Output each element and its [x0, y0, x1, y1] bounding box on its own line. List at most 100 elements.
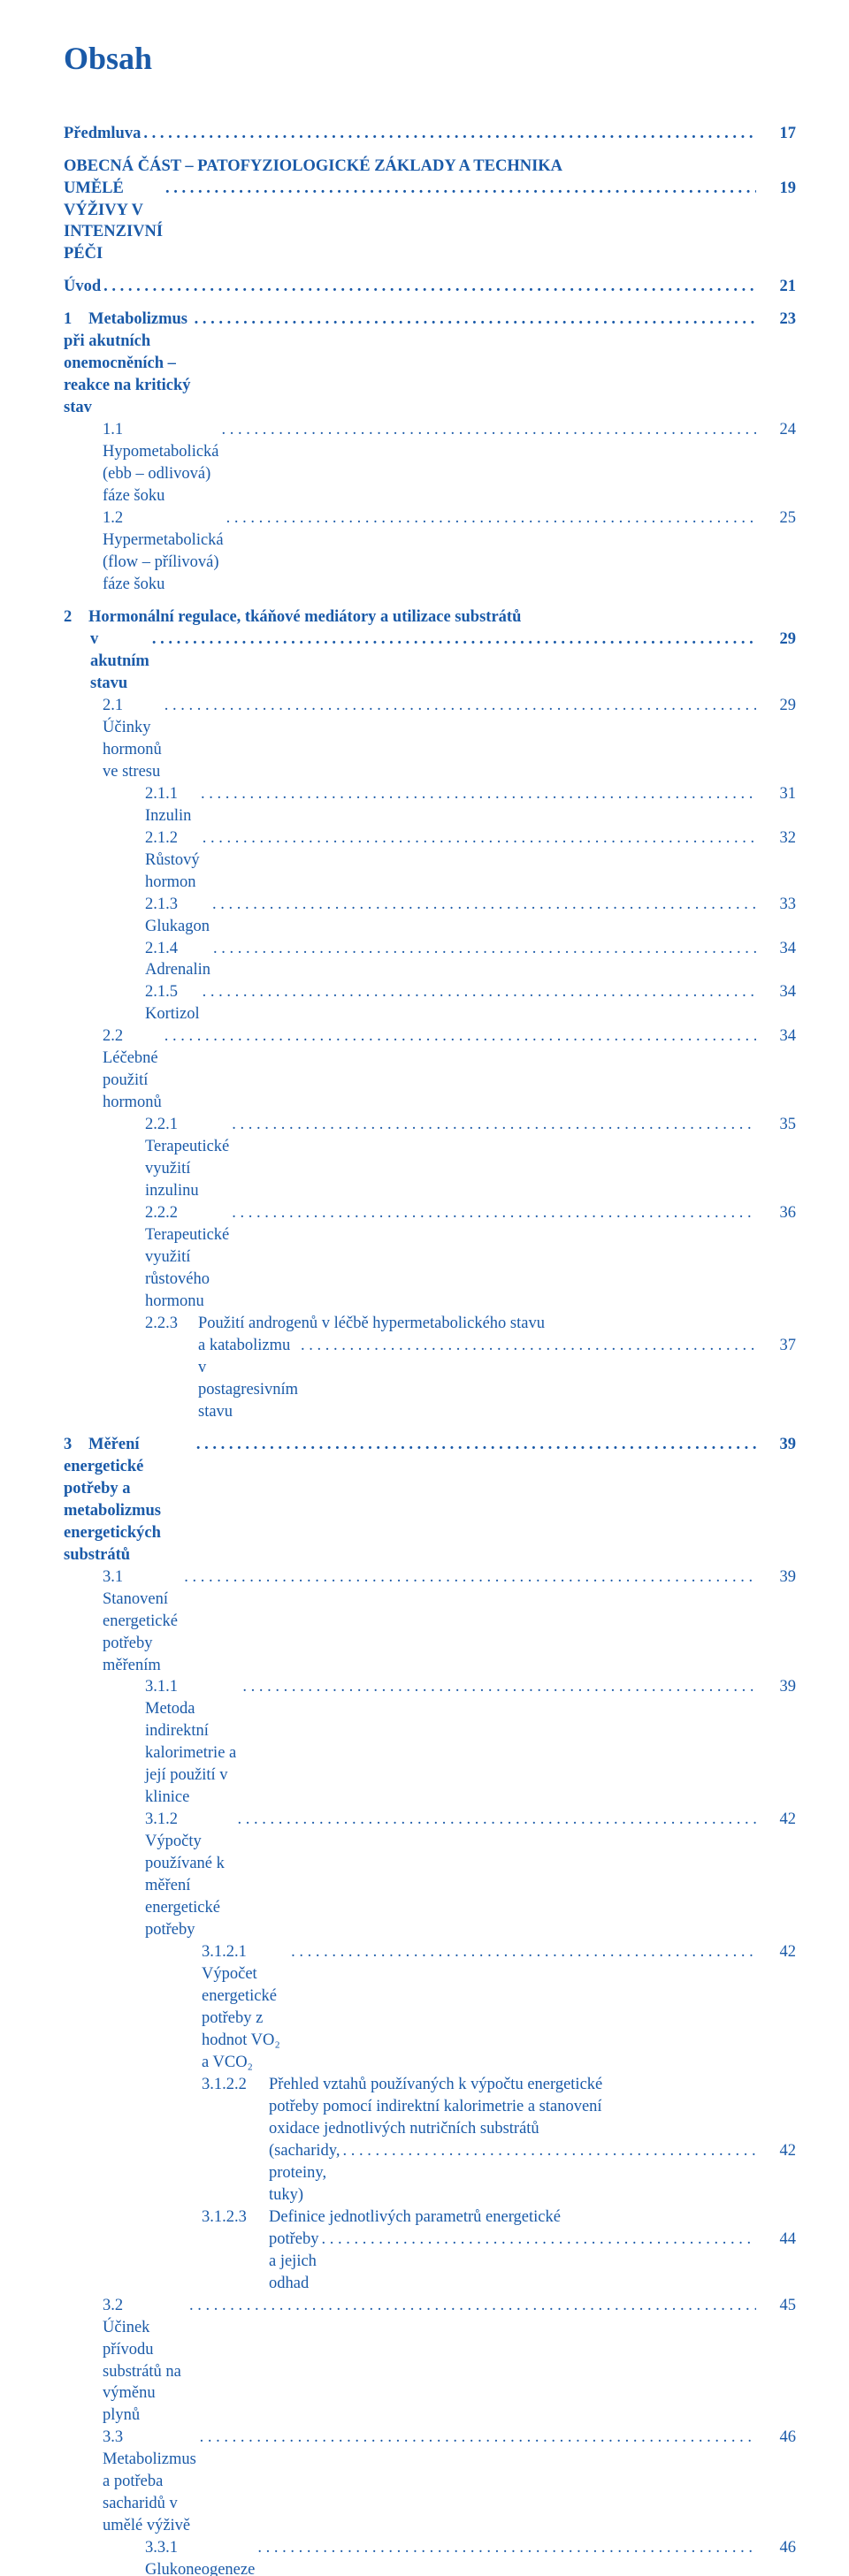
toc-page-number: 34: [759, 1025, 796, 1048]
toc-entry-label: a katabolizmu v postagresivním stavu: [198, 1335, 298, 1423]
toc-page-number: 34: [759, 938, 796, 960]
toc-entry: 2.1.5Kortizol34: [64, 981, 796, 1025]
toc-page: Obsah Předmluva17 OBECNÁ ČÁST – PATOFYZIO…: [0, 0, 849, 2576]
toc-entry-label: 3.1.2.3Definice jednotlivých parametrů e…: [202, 2206, 561, 2229]
toc-entry-label: potřeby pomocí indirektní kalorimetrie a…: [269, 2096, 602, 2118]
toc-page-number: 46: [759, 2537, 796, 2559]
toc-entry-number: 2.2: [103, 1025, 142, 1048]
toc-entry-label: Předmluva: [64, 123, 141, 145]
toc-entry-number: 3: [64, 1434, 88, 1456]
toc-page-number: 34: [759, 981, 796, 1003]
toc-leader: [242, 1676, 756, 1698]
toc-entry: 2.2Léčebné použití hormonů34: [64, 1025, 796, 1114]
toc-leader: [189, 2295, 756, 2317]
toc-page-number: 35: [759, 1114, 796, 1136]
toc-entry-label: (sacharidy, proteiny, tuky): [269, 2140, 340, 2206]
toc-entry-label: 2Hormonální regulace, tkáňové mediátory …: [64, 606, 521, 629]
toc-entry: 2.2.1Terapeutické využití inzulinu 35: [64, 1114, 796, 1202]
toc-entry: 3.3.1Glukoneogeneze 46: [64, 2537, 796, 2576]
toc-leader: [164, 1025, 756, 1048]
toc-leader: [152, 629, 756, 651]
toc-entry-text: potřeby a jejich odhad: [269, 2230, 319, 2292]
toc-entry: 1.2Hypermetabolická (flow – přílivová) f…: [64, 507, 796, 596]
toc-entry-label: 1.2Hypermetabolická (flow – přílivová) f…: [103, 507, 224, 596]
toc-entry-number: 1.2: [103, 507, 142, 530]
toc-entry-text: Adrenalin: [145, 961, 210, 979]
toc-entry-label: 2.2.3Použití androgenů v léčbě hypermeta…: [145, 1313, 545, 1335]
toc-entry-label: 3.1.2Výpočty používané k měření energeti…: [145, 1809, 234, 1941]
toc-page-number: 45: [759, 2295, 796, 2317]
toc-page-number: 19: [759, 178, 796, 200]
toc-leader: [203, 981, 756, 1003]
toc-entry-label: 3.3.1Glukoneogeneze: [145, 2537, 255, 2576]
toc-entry-number: 3.1.2.2: [202, 2074, 269, 2096]
toc-leader: [322, 2229, 756, 2251]
toc-page-number: 29: [759, 629, 796, 651]
toc-entry: 2.2.3Použití androgenů v léčbě hypermeta…: [64, 1313, 796, 1335]
toc-entry: 3.1.2Výpočty používané k měření energeti…: [64, 1809, 796, 1941]
toc-entry: 2.2.2Terapeutické využití růstového horm…: [64, 1202, 796, 1313]
toc-entry-number: 2.2.3: [145, 1313, 198, 1335]
toc-leader: [184, 1566, 756, 1589]
toc-entry-text: Použití androgenů v léčbě hypermetabolic…: [198, 1315, 545, 1332]
toc-page-number: 31: [759, 783, 796, 805]
toc-entry: UMĚLÉ VÝŽIVY V INTENZIVNÍ PÉČI19: [64, 178, 796, 266]
toc-page-number: 24: [759, 419, 796, 441]
toc-page-number: 33: [759, 894, 796, 916]
toc-page-number: 42: [759, 2140, 796, 2162]
toc-leader: [143, 123, 756, 145]
toc-entry-label: 2.1.4Adrenalin: [145, 938, 210, 982]
toc-entry-text: Přehled vztahů používaných k výpočtu ene…: [269, 2076, 602, 2093]
toc-entry-text: OBECNÁ ČÁST – PATOFYZIOLOGICKÉ ZÁKLADY A…: [64, 157, 562, 175]
toc-entry-number: 2.2.2: [145, 1202, 198, 1224]
toc-entry-text: Terapeutické využití růstového hormonu: [145, 1226, 229, 1310]
toc-entry: 3.1.2.2Přehled vztahů používaných k výpo…: [64, 2074, 796, 2096]
toc-entry: 2.1.4Adrenalin 34: [64, 938, 796, 982]
toc-entry-number: 3.1.2: [145, 1809, 198, 1831]
toc-entry-number: 3.1.2.3: [202, 2206, 269, 2229]
toc-entry-label: 3Měření energetické potřeby a metabolizm…: [64, 1434, 194, 1566]
toc-page-number: 46: [759, 2427, 796, 2449]
toc-entry: OBECNÁ ČÁST – PATOFYZIOLOGICKÉ ZÁKLADY A…: [64, 156, 796, 178]
toc-entry: a katabolizmu v postagresivním stavu37: [64, 1335, 796, 1423]
toc-entry-text: Inzulin: [145, 807, 191, 825]
toc-page-number: 29: [759, 695, 796, 717]
toc-entry-label: 2.1.1Inzulin: [145, 783, 198, 827]
toc-entry-label: 1Metabolizmus při akutních onemocněních …: [64, 309, 192, 419]
toc-entry: 3.1.2.3Definice jednotlivých parametrů e…: [64, 2206, 796, 2229]
toc-leader: [103, 276, 756, 298]
toc-entry-label: oxidace jednotlivých nutričních substrát…: [269, 2118, 539, 2140]
toc-entry-text: Terapeutické využití inzulinu: [145, 1138, 229, 1200]
toc-page-number: 25: [759, 507, 796, 530]
toc-leader: [213, 938, 756, 960]
toc-entry: v akutním stavu 29: [64, 629, 796, 695]
toc-entry-number: 3.1.1: [145, 1676, 198, 1698]
toc-leader: [196, 1434, 756, 1456]
toc-entry: Předmluva17: [64, 123, 796, 145]
toc-entry-number: 3.2: [103, 2295, 142, 2317]
toc-entry-text: Účinek přívodu substrátů na výměnu plynů: [103, 2319, 181, 2425]
toc-leader: [257, 2537, 756, 2559]
toc-entry-label: v akutním stavu: [90, 629, 149, 695]
toc-entry-text: Glukoneogeneze: [145, 2561, 255, 2576]
toc-entry: potřeby pomocí indirektní kalorimetrie a…: [64, 2096, 796, 2118]
toc-entry-text: Definice jednotlivých parametrů energeti…: [269, 2208, 561, 2226]
toc-entry-label: 1.1Hypometabolická (ebb – odlivová) fáze…: [103, 419, 219, 507]
toc-entry: 3.1.1Metoda indirektní kalorimetrie a je…: [64, 1676, 796, 1809]
toc-leader: [291, 1941, 756, 1963]
toc-entry-number: 2.2.1: [145, 1114, 198, 1136]
toc-title: Obsah: [64, 37, 796, 80]
toc-entry-text: oxidace jednotlivých nutričních substrát…: [269, 2120, 539, 2138]
toc-entry-label: 2.1Účinky hormonů ve stresu: [103, 695, 162, 783]
toc-leader: [342, 2140, 756, 2162]
toc-entry-label: 2.2.2Terapeutické využití růstového horm…: [145, 1202, 229, 1313]
toc-leader: [165, 178, 756, 200]
toc-leader: [212, 894, 756, 916]
toc-page-number: 36: [759, 1202, 796, 1224]
toc-entry-number: 3.1: [103, 1566, 142, 1589]
toc-entry-text: Hypometabolická (ebb – odlivová) fáze šo…: [103, 443, 219, 505]
toc-leader: [301, 1335, 756, 1357]
toc-entry-label: 3.1Stanovení energetické potřeby měřením: [103, 1566, 181, 1677]
toc-entry-text: Hormonální regulace, tkáňové mediátory a…: [88, 608, 521, 626]
toc-entry-text: v akutním stavu: [90, 630, 149, 692]
